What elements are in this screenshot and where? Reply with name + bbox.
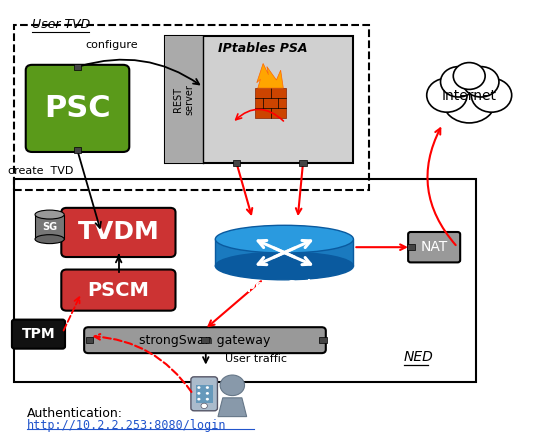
- Text: User TVD: User TVD: [32, 18, 90, 31]
- Text: REST
server: REST server: [173, 84, 195, 115]
- Ellipse shape: [35, 235, 64, 244]
- FancyBboxPatch shape: [61, 270, 176, 311]
- Bar: [407, 244, 414, 250]
- Text: Internet: Internet: [442, 89, 497, 103]
- Circle shape: [472, 78, 512, 112]
- Bar: [299, 160, 307, 166]
- FancyBboxPatch shape: [191, 377, 217, 411]
- Text: TVDM: TVDM: [77, 220, 159, 245]
- Bar: [201, 337, 209, 343]
- Polygon shape: [218, 398, 247, 417]
- Text: strongSwan gateway: strongSwan gateway: [139, 333, 271, 347]
- FancyBboxPatch shape: [12, 320, 65, 349]
- Bar: [233, 160, 240, 166]
- Bar: [74, 147, 81, 153]
- Bar: [165, 36, 203, 163]
- FancyBboxPatch shape: [61, 208, 176, 257]
- Ellipse shape: [215, 252, 354, 280]
- Bar: [215, 239, 354, 266]
- Bar: [13, 179, 476, 382]
- Circle shape: [206, 386, 209, 389]
- Text: TPM: TPM: [22, 327, 56, 341]
- Circle shape: [206, 398, 209, 401]
- Circle shape: [427, 78, 467, 112]
- Circle shape: [453, 63, 485, 89]
- Text: http://10.2.2.253:8080/login: http://10.2.2.253:8080/login: [27, 419, 226, 432]
- Ellipse shape: [35, 210, 64, 219]
- Text: IPtables PSA: IPtables PSA: [218, 42, 308, 55]
- Bar: [86, 337, 93, 343]
- Text: User traffic: User traffic: [225, 354, 287, 364]
- Polygon shape: [257, 63, 284, 88]
- Circle shape: [206, 392, 209, 395]
- Bar: [195, 385, 213, 403]
- Bar: [35, 215, 64, 239]
- Text: configure: configure: [85, 40, 138, 50]
- Text: Authentication:: Authentication:: [27, 407, 123, 420]
- FancyBboxPatch shape: [408, 232, 460, 262]
- Text: SG: SG: [42, 222, 57, 232]
- Circle shape: [220, 375, 245, 396]
- Circle shape: [201, 403, 207, 409]
- Text: create  TVD: create TVD: [9, 166, 74, 176]
- Bar: [165, 36, 354, 163]
- Text: NED: NED: [404, 350, 434, 364]
- Text: PSC: PSC: [44, 94, 111, 123]
- Text: NAT: NAT: [421, 240, 448, 254]
- FancyBboxPatch shape: [26, 65, 129, 152]
- Text: PSCM: PSCM: [88, 281, 150, 299]
- FancyBboxPatch shape: [84, 327, 326, 353]
- Text: Open  vSwitch: Open vSwitch: [237, 279, 332, 292]
- Bar: [319, 337, 327, 343]
- Circle shape: [197, 398, 200, 401]
- Circle shape: [197, 392, 200, 395]
- Bar: [74, 64, 81, 70]
- Bar: [13, 25, 370, 190]
- Circle shape: [441, 67, 477, 97]
- Bar: [255, 88, 286, 118]
- Circle shape: [443, 78, 496, 123]
- Circle shape: [197, 386, 200, 389]
- Circle shape: [463, 67, 499, 97]
- Ellipse shape: [215, 225, 354, 253]
